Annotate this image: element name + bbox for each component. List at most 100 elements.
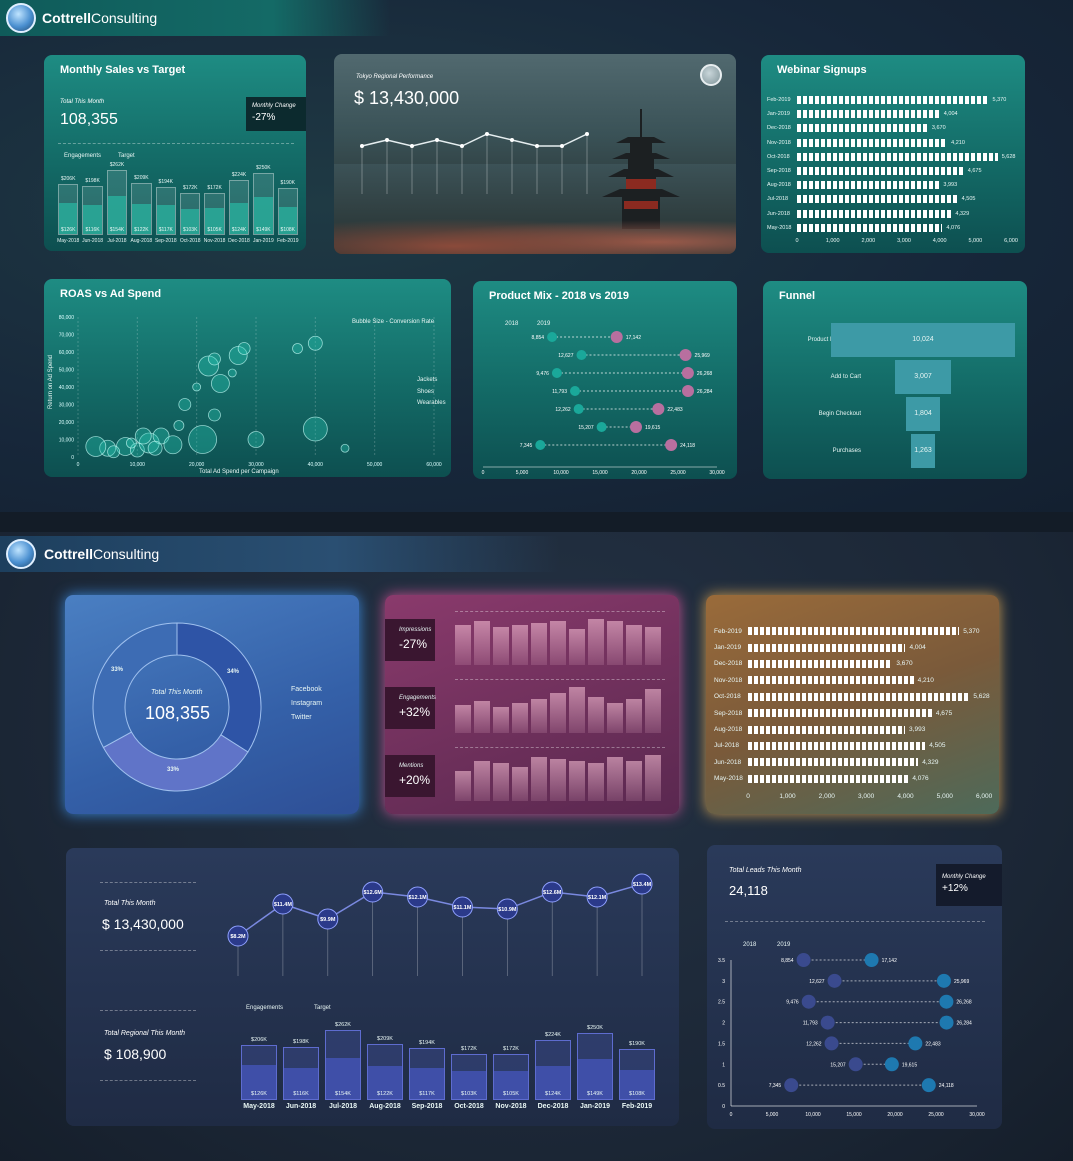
globe-icon[interactable] bbox=[700, 64, 722, 86]
point-2019 bbox=[682, 367, 694, 379]
donut-center-label: Total This Month bbox=[151, 689, 203, 696]
month-label: Sep-2018 bbox=[714, 710, 748, 717]
total-label: Total This Month bbox=[60, 99, 104, 105]
total-label: Total This Month bbox=[104, 900, 156, 907]
month-label: May-2018 bbox=[56, 238, 80, 244]
point-2019 bbox=[865, 953, 879, 967]
tokyo-line bbox=[362, 134, 587, 146]
product-mix-card: Product Mix - 2018 vs 2019 2018 2019 8,8… bbox=[473, 281, 737, 479]
funnel-card: Funnel Product Detail Page10,024Add to C… bbox=[763, 281, 1027, 479]
metric-bar bbox=[512, 767, 528, 801]
point-2018 bbox=[825, 1036, 839, 1050]
brand-light: Consulting bbox=[91, 10, 157, 26]
total-value: $ 13,430,000 bbox=[102, 916, 184, 932]
webinar-row: Sep-2018 4,675 bbox=[714, 705, 952, 721]
target-bar bbox=[253, 173, 273, 235]
top-header: Cottrell Consulting bbox=[0, 0, 390, 36]
regional-label: Total Regional This Month bbox=[104, 1030, 185, 1037]
webinar-row: Sep-2018 4,675 bbox=[767, 164, 982, 178]
point-2018 bbox=[821, 1016, 835, 1030]
target-label: $206K bbox=[56, 176, 80, 182]
tokyo-point bbox=[485, 132, 489, 136]
pagoda-icon bbox=[596, 109, 686, 229]
value-label: 4,329 bbox=[955, 211, 969, 217]
value-2019: 26,268 bbox=[956, 1000, 972, 1006]
axis-tick: 5,000 bbox=[967, 238, 983, 244]
month-label: May-2018 bbox=[767, 225, 797, 231]
revenue-month-axis: May-2018 Jun-2018 Jul-2018 Aug-2018 Sep-2018… bbox=[238, 1103, 658, 1113]
x-tick: 10,000 bbox=[553, 470, 569, 476]
x-tick: 10,000 bbox=[805, 1112, 821, 1118]
x-tick: 0 bbox=[77, 462, 80, 468]
value-2019: 25,969 bbox=[954, 979, 970, 985]
bubble bbox=[238, 343, 250, 355]
y-tick: 0 bbox=[722, 1104, 725, 1110]
legend-engagements: Engagements bbox=[64, 153, 101, 159]
brand-name: Cottrell Consulting bbox=[0, 536, 560, 572]
x-tick: 60,000 bbox=[426, 462, 442, 468]
point-2019 bbox=[630, 421, 642, 433]
revenue-point-label: $13.4M bbox=[633, 882, 652, 888]
divider bbox=[100, 1010, 196, 1011]
axis-tick: 6,000 bbox=[976, 793, 992, 800]
metric-label: Mentions bbox=[385, 755, 435, 769]
total-value: 108,355 bbox=[60, 111, 118, 129]
roas-bubble-chart: 80,00070,00060,00050,00040,00030,00020,0… bbox=[44, 309, 451, 474]
people-bar bbox=[748, 644, 905, 652]
month-label: Feb-2019 bbox=[276, 238, 300, 244]
metric-value: -27% bbox=[385, 633, 435, 651]
people-bar bbox=[797, 167, 964, 175]
month-label: Jun-2018 bbox=[767, 211, 797, 217]
month-label: Dec-2018 bbox=[767, 125, 797, 131]
point-2019 bbox=[665, 439, 677, 451]
metric-bar bbox=[455, 625, 471, 665]
webinar-row: May-2018 4,076 bbox=[714, 771, 929, 787]
axis-tick: 4,000 bbox=[897, 793, 913, 800]
y-tick: 1.5 bbox=[718, 1041, 725, 1047]
people-bar bbox=[797, 110, 940, 118]
funnel-label: Purchases bbox=[763, 448, 861, 454]
value-2018: 11,793 bbox=[803, 1021, 818, 1027]
bubble bbox=[228, 369, 236, 377]
funnel-bar: 1,263 bbox=[911, 434, 934, 468]
people-bar bbox=[748, 660, 892, 668]
target-bar bbox=[107, 170, 127, 235]
slice-label-facebook: 34% bbox=[227, 669, 239, 675]
point-2018 bbox=[802, 995, 816, 1009]
x-tick: 25,000 bbox=[928, 1112, 944, 1118]
month-label: Aug-2018 bbox=[129, 238, 153, 244]
social-metrics-card: Impressions -27% Engagements +32% Mentions +2… bbox=[385, 595, 679, 814]
metric-bar bbox=[626, 625, 642, 665]
metric-bar bbox=[645, 627, 661, 665]
value-2019: 24,118 bbox=[680, 443, 695, 449]
axis-tick: 2,000 bbox=[860, 238, 876, 244]
value-2019: 17,142 bbox=[626, 335, 642, 341]
target-label: $198K bbox=[280, 1039, 322, 1045]
x-tick: 20,000 bbox=[189, 462, 205, 468]
y-tick: 50,000 bbox=[59, 368, 75, 374]
brand-logo-icon bbox=[6, 539, 36, 569]
engagement-label: $122K bbox=[364, 1091, 406, 1097]
metric-value: +20% bbox=[385, 769, 435, 787]
month-label: Jan-2019 bbox=[251, 238, 275, 244]
webinar-row: Nov-2018 4,210 bbox=[767, 136, 965, 150]
bottom-header: Cottrell Consulting bbox=[0, 536, 560, 572]
webinar-row: Jul-2018 4,505 bbox=[767, 192, 975, 206]
point-2019 bbox=[908, 1036, 922, 1050]
axis-tick: 0 bbox=[789, 238, 805, 244]
value-label: 3,993 bbox=[943, 182, 957, 188]
value-label: 4,076 bbox=[912, 775, 928, 782]
webinar-card: Webinar Signups Feb-2019 5,370 Jan-2019 4,0… bbox=[761, 55, 1025, 253]
leads-value: 24,118 bbox=[729, 883, 768, 898]
value-2018: 12,627 bbox=[558, 353, 574, 359]
bubble bbox=[86, 437, 106, 457]
roas-card: ROAS vs Ad Spend Bubble Size - Conversio… bbox=[44, 279, 451, 477]
month-label: Jun-2018 bbox=[80, 238, 104, 244]
target-label: $209K bbox=[364, 1036, 406, 1042]
metric-bar bbox=[550, 621, 566, 665]
value-2018: 9,476 bbox=[536, 371, 549, 377]
divider bbox=[725, 921, 985, 922]
month-label: Oct-2018 bbox=[448, 1103, 490, 1110]
target-label: $209K bbox=[129, 175, 153, 181]
x-tick: 0 bbox=[482, 470, 485, 476]
